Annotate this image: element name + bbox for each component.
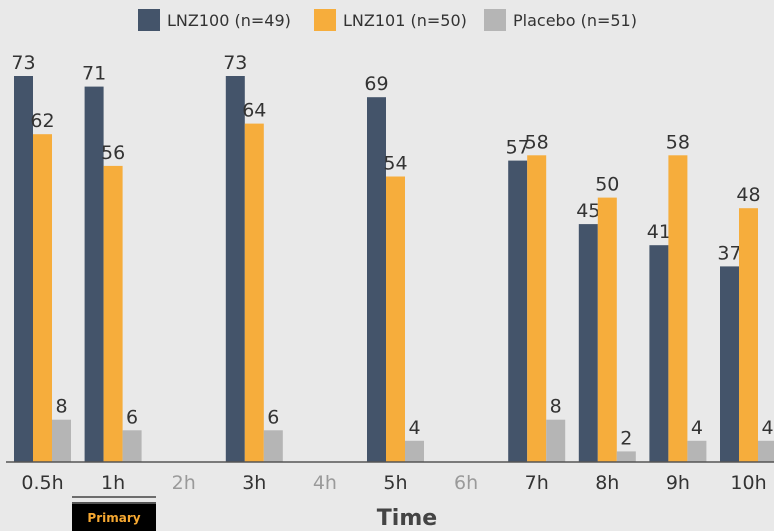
value-label: 4	[691, 417, 703, 439]
x-tick-label: 8h	[595, 472, 619, 494]
bar-7h-series-2	[527, 155, 547, 463]
x-tick-label: 0.5h	[21, 472, 63, 494]
x-tick-label: 10h	[730, 472, 766, 494]
x-tick-label: 4h	[313, 472, 337, 494]
legend-swatch	[484, 9, 506, 31]
bar-3h-series-2	[244, 123, 264, 462]
legend-label: Placebo (n=51)	[513, 10, 637, 30]
value-label: 6	[267, 406, 279, 428]
value-label: 50	[595, 174, 619, 196]
value-label: 2	[620, 427, 632, 449]
legend-item-2: LNZ101 (n=50)	[314, 8, 467, 32]
bar-3h-series-1	[225, 76, 245, 462]
value-label: 6	[126, 406, 138, 428]
bar-7h-series-1	[508, 160, 528, 462]
value-label: 41	[647, 221, 671, 243]
value-label: 58	[525, 131, 549, 153]
bar-7h-series-3	[546, 419, 566, 462]
bar-0.5h-series-1	[14, 76, 33, 462]
value-label: 8	[550, 396, 562, 418]
x-tick-label: 2h	[172, 472, 196, 494]
legend-swatch	[314, 9, 336, 31]
value-label: 45	[576, 200, 600, 222]
legend-item-3: Placebo (n=51)	[484, 8, 637, 32]
bar-3h-series-3	[263, 430, 283, 462]
bar-5h-series-2	[386, 176, 405, 462]
value-label: 73	[11, 52, 35, 74]
bar-8h-series-1	[578, 224, 598, 462]
value-label: 4	[408, 417, 420, 439]
bar-1h-series-2	[103, 165, 123, 462]
value-label: 8	[55, 396, 67, 418]
chart-legend: LNZ100 (n=49) LNZ101 (n=50) Placebo (n=51)	[0, 8, 774, 32]
legend-swatch	[138, 9, 160, 31]
x-tick-label: 5h	[383, 472, 407, 494]
bar-5h-series-3	[405, 440, 424, 462]
bar-1h-series-3	[122, 430, 142, 462]
bar-10h-series-2	[739, 208, 758, 462]
value-label: 58	[666, 131, 690, 153]
bar-10h-series-3	[758, 440, 774, 462]
value-label: 57	[506, 137, 530, 159]
value-label: 71	[82, 63, 106, 85]
bar-0.5h-series-2	[33, 134, 52, 462]
bar-8h-series-2	[597, 197, 617, 462]
value-label: 48	[736, 184, 760, 206]
x-tick-label: 7h	[525, 472, 549, 494]
bar-9h-series-2	[668, 155, 688, 463]
bar-8h-series-3	[616, 451, 636, 462]
value-label: 54	[383, 153, 407, 175]
value-label: 69	[364, 73, 388, 95]
value-label: 73	[223, 52, 247, 74]
bar-9h-series-1	[649, 245, 669, 462]
bar-9h-series-3	[687, 440, 707, 462]
x-axis-title: Time	[377, 506, 437, 531]
legend-label: LNZ100 (n=49)	[167, 10, 291, 30]
value-label: 64	[242, 100, 266, 122]
value-label: 56	[101, 142, 125, 164]
value-label: 37	[717, 242, 741, 264]
legend-item-1: LNZ100 (n=49)	[138, 8, 291, 32]
legend-label: LNZ101 (n=50)	[343, 10, 467, 30]
x-tick-label: 3h	[242, 472, 266, 494]
bar-10h-series-1	[720, 266, 739, 462]
x-tick-label: 6h	[454, 472, 478, 494]
bar-0.5h-series-3	[52, 419, 71, 462]
bar-1h-series-1	[84, 86, 104, 462]
x-tick-label: 1h	[101, 472, 125, 494]
value-label: 4	[761, 417, 773, 439]
value-label: 62	[30, 110, 54, 132]
bar-5h-series-1	[367, 97, 386, 462]
x-tick-label: 9h	[666, 472, 690, 494]
primary-endpoint-badge: Primary	[72, 502, 156, 531]
